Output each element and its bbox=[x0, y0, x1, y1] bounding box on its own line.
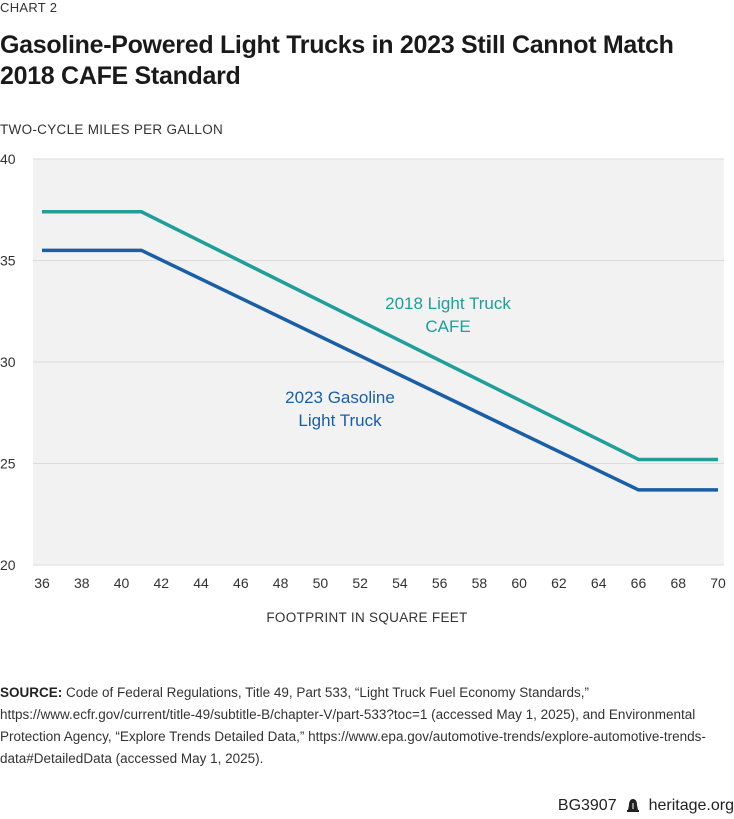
x-tick-label: 62 bbox=[551, 575, 567, 591]
x-tick-label: 70 bbox=[710, 575, 726, 591]
y-tick-label: 35 bbox=[0, 253, 16, 269]
x-tick-label: 44 bbox=[193, 575, 209, 591]
x-tick-label: 48 bbox=[273, 575, 289, 591]
y-tick-label: 30 bbox=[0, 354, 16, 370]
y-tick-label: 25 bbox=[0, 456, 16, 472]
series-lines bbox=[42, 210, 718, 492]
y-axis-label: TWO-CYCLE MILES PER GALLON bbox=[0, 122, 224, 137]
chart-label: CHART 2 bbox=[0, 0, 58, 15]
heritage-link[interactable]: heritage.org bbox=[648, 797, 734, 814]
x-tick-label: 46 bbox=[233, 575, 249, 591]
x-tick-label: 68 bbox=[670, 575, 686, 591]
x-tick-label: 56 bbox=[432, 575, 448, 591]
source-text: Code of Federal Regulations, Title 49, P… bbox=[0, 685, 706, 766]
line-chart: 20 25 30 35 40 36 38 40 42 44 46 48 50 52 54 56 58 60 62 6… bbox=[0, 151, 726, 591]
source-note: SOURCE: Code of Federal Regulations, Tit… bbox=[0, 682, 730, 770]
x-tick-label: 60 bbox=[511, 575, 527, 591]
x-tick-label: 40 bbox=[114, 575, 130, 591]
gridlines bbox=[33, 158, 724, 566]
series-label: 2018 Light Truck bbox=[385, 294, 511, 313]
report-code: BG3907 bbox=[557, 797, 617, 814]
series-label: Light Truck bbox=[298, 411, 382, 430]
x-tick-label: 66 bbox=[631, 575, 647, 591]
chart-title: Gasoline-Powered Light Trucks in 2023 St… bbox=[0, 31, 674, 90]
series-label: CAFE bbox=[425, 317, 470, 336]
x-tick-label: 64 bbox=[591, 575, 607, 591]
y-tick-label: 20 bbox=[0, 557, 16, 573]
x-tick-label: 58 bbox=[472, 575, 488, 591]
x-axis-label: FOOTPRINT IN SQUARE FEET bbox=[266, 610, 468, 625]
x-tick-label: 36 bbox=[34, 575, 50, 591]
series-line-gasoline-2023 bbox=[42, 248, 718, 492]
y-tick-labels: 20 25 30 35 40 bbox=[0, 151, 16, 573]
x-tick-label: 38 bbox=[74, 575, 90, 591]
liberty-bell-icon bbox=[625, 798, 641, 814]
x-tick-label: 50 bbox=[313, 575, 329, 591]
series-label: 2023 Gasoline bbox=[285, 388, 395, 407]
x-tick-label: 52 bbox=[352, 575, 368, 591]
y-tick-label: 40 bbox=[0, 151, 16, 167]
x-tick-labels: 36 38 40 42 44 46 48 50 52 54 56 58 60 62 64 66 68 70 bbox=[34, 575, 726, 591]
series-labels: 2018 Light Truck CAFE 2023 Gasoline Light T… bbox=[285, 294, 511, 430]
footer: BG3907 heritage.org bbox=[558, 797, 734, 815]
series-line-cafe-2018 bbox=[42, 210, 718, 462]
x-tick-label: 54 bbox=[392, 575, 408, 591]
x-tick-label: 42 bbox=[154, 575, 170, 591]
source-label: SOURCE: bbox=[0, 685, 63, 700]
